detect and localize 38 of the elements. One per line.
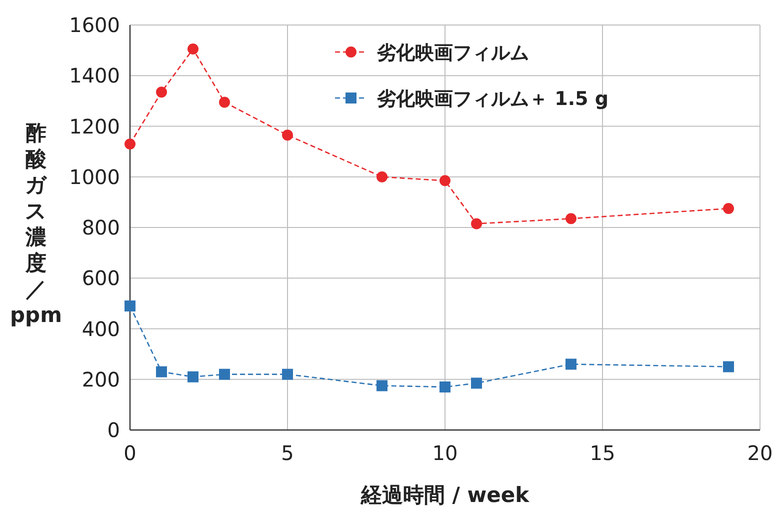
y-tick-label: 200: [82, 367, 120, 392]
point: [156, 86, 167, 98]
legend-label: 劣化映画フィルム: [376, 42, 529, 64]
point: [566, 213, 576, 224]
point: [471, 218, 482, 230]
y-axis-title: 酢酸ガス濃度／ppm: [10, 121, 62, 327]
x-tick-label: 0: [124, 441, 136, 465]
point: [376, 171, 388, 182]
point: [440, 175, 450, 186]
x-tick-label: 15: [590, 441, 616, 465]
y-tick-label: 1200: [69, 114, 120, 138]
point: [219, 96, 230, 108]
point: [188, 371, 198, 382]
y-tick-label: 600: [82, 266, 120, 290]
legend-label: 劣化映画フィルム＋ 1.5 g: [376, 88, 608, 110]
x-axis-title: 経過時間 / week: [360, 483, 530, 507]
x-tick-label: 20: [747, 441, 773, 465]
point: [124, 138, 136, 150]
point: [566, 358, 576, 370]
point: [219, 368, 230, 380]
point: [723, 361, 734, 372]
point: [471, 378, 482, 389]
point: [156, 366, 167, 378]
point: [282, 130, 293, 141]
point: [188, 44, 198, 55]
y-tick-label: 0: [107, 418, 120, 442]
point: [440, 381, 450, 392]
point: [282, 368, 293, 380]
y-tick-label: 1600: [69, 13, 120, 37]
point: [376, 380, 388, 392]
y-tick-label: 1400: [69, 64, 120, 88]
y-tick-label: 800: [82, 216, 120, 240]
point: [124, 300, 136, 312]
y-tick-label: 400: [82, 316, 120, 341]
y-tick-label: 1000: [69, 164, 120, 189]
x-tick-label: 5: [281, 441, 294, 465]
point: [723, 203, 734, 214]
x-tick-label: 10: [432, 441, 458, 465]
